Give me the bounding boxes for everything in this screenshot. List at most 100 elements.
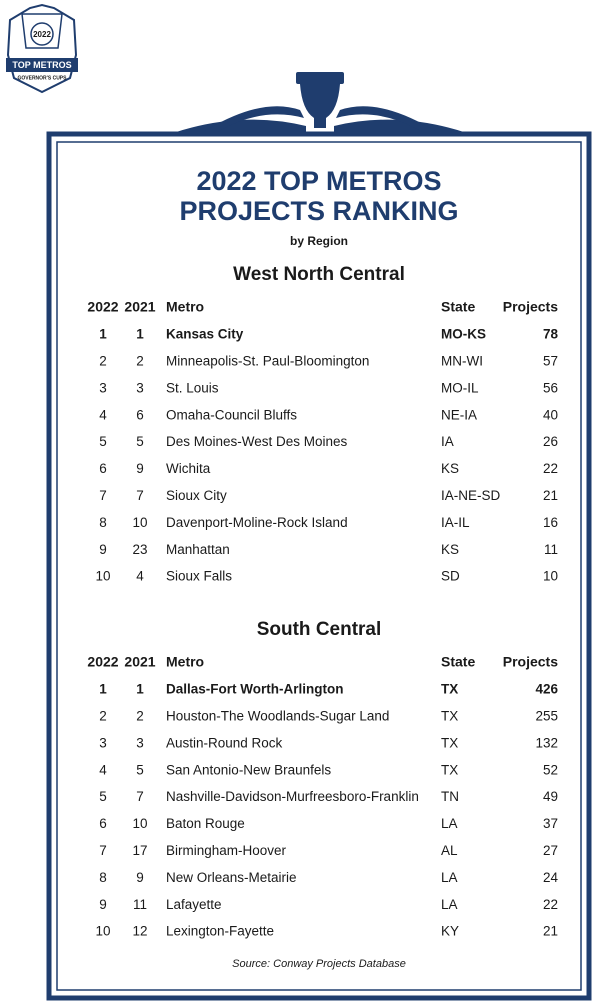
- cell: 4: [136, 569, 144, 584]
- cell: 21: [543, 924, 558, 939]
- cell: NE-IA: [441, 407, 477, 422]
- frame-outer: [46, 131, 592, 1001]
- cell: 57: [543, 353, 558, 368]
- source: Source: Conway Projects Database: [232, 958, 406, 970]
- cell: 426: [535, 682, 558, 697]
- cell: 7: [136, 488, 144, 503]
- badge-title: TOP METROS: [12, 60, 71, 70]
- cell: Sioux Falls: [166, 569, 232, 584]
- cell: 8: [99, 515, 107, 530]
- badge-subtitle: GOVERNOR'S CUPS: [18, 75, 68, 81]
- cell: 9: [99, 542, 107, 557]
- cell: IA: [441, 434, 454, 449]
- cell: 6: [99, 461, 107, 476]
- cell: 10: [132, 816, 147, 831]
- cell: 10: [543, 569, 558, 584]
- cell: 3: [136, 735, 144, 750]
- cell: 6: [99, 816, 107, 831]
- cell: 22: [543, 461, 558, 476]
- column-header: Metro: [166, 299, 204, 315]
- cell: MO-KS: [441, 327, 486, 342]
- cell: 11: [544, 542, 558, 557]
- cell: 40: [543, 407, 558, 422]
- cell: 10: [95, 569, 110, 584]
- cell: 4: [99, 762, 107, 777]
- cell: 4: [99, 407, 107, 422]
- title-line2: PROJECTS RANKING: [179, 196, 458, 226]
- column-header: 2021: [124, 654, 155, 670]
- cell: AL: [441, 843, 458, 858]
- cell: 2: [99, 353, 107, 368]
- cell: St. Louis: [166, 380, 219, 395]
- cell: IA-NE-SD: [441, 488, 501, 503]
- cell: San Antonio-New Braunfels: [166, 762, 331, 777]
- column-header: Projects: [503, 654, 558, 670]
- ornament-right2: [336, 106, 440, 134]
- cell: MN-WI: [441, 353, 483, 368]
- column-header: 2022: [87, 654, 118, 670]
- cell: 7: [99, 843, 107, 858]
- cell: 16: [543, 515, 558, 530]
- trophy-ornament: [170, 72, 470, 134]
- cell: SD: [441, 569, 460, 584]
- cell: 9: [136, 461, 144, 476]
- cell: 37: [543, 816, 558, 831]
- cell: 10: [95, 924, 110, 939]
- subtitle: by Region: [290, 234, 348, 248]
- cell: TX: [441, 762, 458, 777]
- cell: 6: [136, 407, 144, 422]
- column-header: State: [441, 299, 475, 315]
- cell: TX: [441, 735, 458, 750]
- cell: Minneapolis-St. Paul-Bloomington: [166, 353, 369, 368]
- ornament-left2: [200, 106, 304, 134]
- cell: 17: [132, 843, 147, 858]
- cell: TX: [441, 708, 458, 723]
- cell: Omaha-Council Bluffs: [166, 407, 297, 422]
- cell: 1: [99, 682, 107, 697]
- cell: Sioux City: [166, 488, 227, 503]
- cell: 24: [543, 870, 559, 885]
- cell: Des Moines-West Des Moines: [166, 434, 348, 449]
- cell: 3: [99, 380, 107, 395]
- cell: 2: [136, 708, 144, 723]
- cell: 1: [136, 682, 144, 697]
- cell: Kansas City: [166, 327, 244, 342]
- cell: MO-IL: [441, 380, 479, 395]
- badge: 2022 TOP METROS GOVERNOR'S CUPS: [6, 3, 78, 94]
- cell: 5: [136, 762, 144, 777]
- cell: TX: [441, 682, 458, 697]
- cell: 78: [543, 327, 559, 342]
- cell: 56: [543, 380, 558, 395]
- cell: Baton Rouge: [166, 816, 245, 831]
- cell: 2: [99, 708, 107, 723]
- badge-cup: [21, 13, 63, 49]
- cell: 27: [543, 843, 558, 858]
- cell: LA: [441, 816, 458, 831]
- cell: TN: [441, 789, 459, 804]
- cell: Birmingham-Hoover: [166, 843, 287, 858]
- cell: 132: [535, 735, 558, 750]
- badge-circle: [30, 22, 54, 46]
- cell: 49: [543, 789, 558, 804]
- cell: Lexington-Fayette: [166, 924, 274, 939]
- cell: 8: [99, 870, 107, 885]
- cell: 5: [99, 434, 107, 449]
- cell: 3: [99, 735, 107, 750]
- cell: KS: [441, 542, 459, 557]
- badge-year: 2022: [33, 30, 51, 39]
- cell: 3: [136, 380, 144, 395]
- cell: 12: [132, 924, 147, 939]
- cell: Manhattan: [166, 542, 230, 557]
- cell: 26: [543, 434, 558, 449]
- cell: New Orleans-Metairie: [166, 870, 297, 885]
- cell: 9: [136, 870, 144, 885]
- cell: 7: [99, 488, 107, 503]
- column-header: 2022: [87, 299, 118, 315]
- cell: KS: [441, 461, 459, 476]
- cell: 11: [133, 897, 147, 912]
- badge-banner: [6, 58, 78, 72]
- cell: Houston-The Woodlands-Sugar Land: [166, 708, 389, 723]
- cell: 5: [136, 434, 144, 449]
- title-line1: 2022 TOP METROS: [196, 166, 441, 196]
- cell: 1: [136, 327, 144, 342]
